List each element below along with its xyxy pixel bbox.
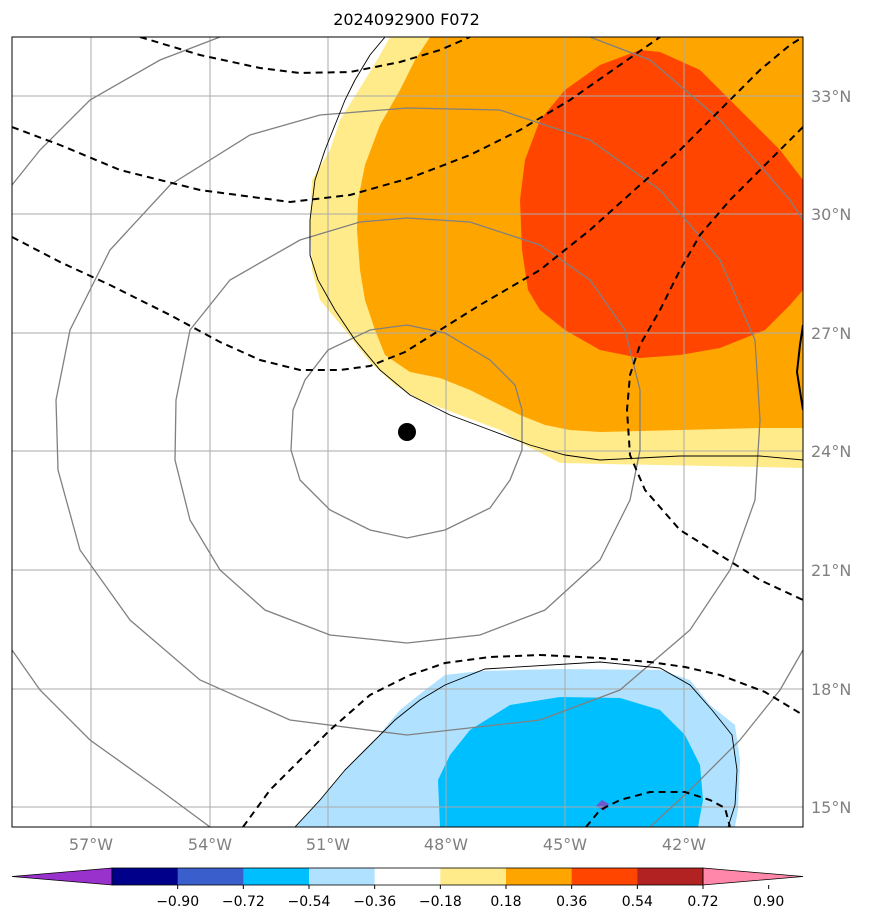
- dashed-contour-3: [12, 37, 803, 371]
- graticule: [12, 37, 803, 827]
- colorbar-tick-label: −0.54: [288, 894, 331, 910]
- latitude-labels: 33°N 30°N 27°N 24°N 21°N 18°N 15°N: [811, 87, 851, 817]
- plot-area: [12, 37, 803, 827]
- storm-center-marker: [398, 423, 416, 441]
- colorbar-tick-label: −0.90: [156, 894, 199, 910]
- lon-label: 42°W: [662, 835, 706, 854]
- lon-label: 54°W: [188, 835, 232, 854]
- colorbar-segment: [177, 868, 244, 885]
- contour-ring-2: [174, 217, 641, 644]
- colorbar-segment: [571, 868, 638, 885]
- colorbar-segment: [440, 868, 507, 885]
- contour-ring-4: [12, 37, 803, 827]
- colorbar-extend-low: [11, 867, 113, 886]
- lat-label: 30°N: [811, 205, 851, 224]
- lat-label: 27°N: [811, 324, 851, 343]
- dashed-contours: [12, 37, 803, 827]
- colorbar-segment: [374, 868, 441, 885]
- colorbar-tick-label: 0.90: [753, 894, 784, 910]
- lat-label: 21°N: [811, 561, 851, 580]
- colorbar: −0.90 −0.72 −0.54 −0.36 −0.18 0.18 0.36 0.54 0.7…: [11, 867, 804, 910]
- colorbar-segment: [637, 868, 704, 885]
- colorbar-segment: [112, 868, 179, 885]
- colorbar-tick-label: 0.18: [490, 894, 521, 910]
- colorbar-segment: [243, 868, 310, 885]
- contour-ring-1: [290, 324, 523, 539]
- dashed-contour-6: [585, 791, 731, 827]
- dashed-contour-5: [242, 653, 803, 827]
- colorbar-segment: [309, 868, 376, 885]
- thin-black-contour-south: [294, 661, 738, 827]
- lat-label: 33°N: [811, 87, 851, 106]
- colorbar-tick-label: −0.18: [419, 894, 462, 910]
- thin-black-contour-north: [309, 37, 803, 461]
- lon-label: 45°W: [543, 835, 587, 854]
- colorbar-outline: [111, 867, 704, 886]
- lat-label: 18°N: [811, 680, 851, 699]
- lat-label: 24°N: [811, 442, 851, 461]
- lon-label: 48°W: [424, 835, 468, 854]
- colorbar-extend-high: [702, 867, 804, 886]
- dashed-contour-4: [625, 126, 803, 601]
- anomaly-fill-neg-0.90: [596, 800, 609, 811]
- dashed-contour-1: [139, 37, 471, 75]
- lat-label: 15°N: [811, 798, 851, 817]
- right-edge-contour: [795, 324, 803, 411]
- dashed-contour-2: [12, 37, 661, 204]
- lon-label: 51°W: [306, 835, 350, 854]
- pressure-contours: [12, 37, 803, 827]
- colorbar-tick-label: 0.36: [556, 894, 587, 910]
- longitude-labels: 57°W 54°W 51°W 48°W 45°W 42°W: [69, 835, 706, 854]
- contour-ring-3: [55, 107, 761, 736]
- colorbar-tick-label: −0.36: [353, 894, 396, 910]
- map-title: 2024092900 F072: [333, 10, 480, 29]
- colorbar-tick-label: 0.54: [622, 894, 653, 910]
- lon-label: 57°W: [69, 835, 113, 854]
- colorbar-tick-label: 0.72: [687, 894, 718, 910]
- plot-frame: [11, 36, 804, 828]
- colorbar-tick-label: −0.72: [222, 894, 265, 910]
- colorbar-segment: [506, 868, 573, 885]
